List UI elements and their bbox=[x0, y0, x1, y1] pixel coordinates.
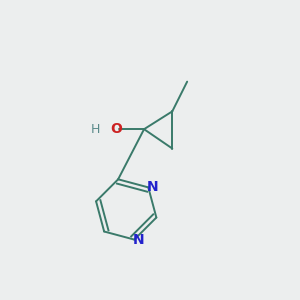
Text: N: N bbox=[147, 180, 159, 194]
Text: N: N bbox=[133, 232, 145, 247]
Text: O: O bbox=[110, 122, 122, 136]
Text: H: H bbox=[90, 123, 100, 136]
